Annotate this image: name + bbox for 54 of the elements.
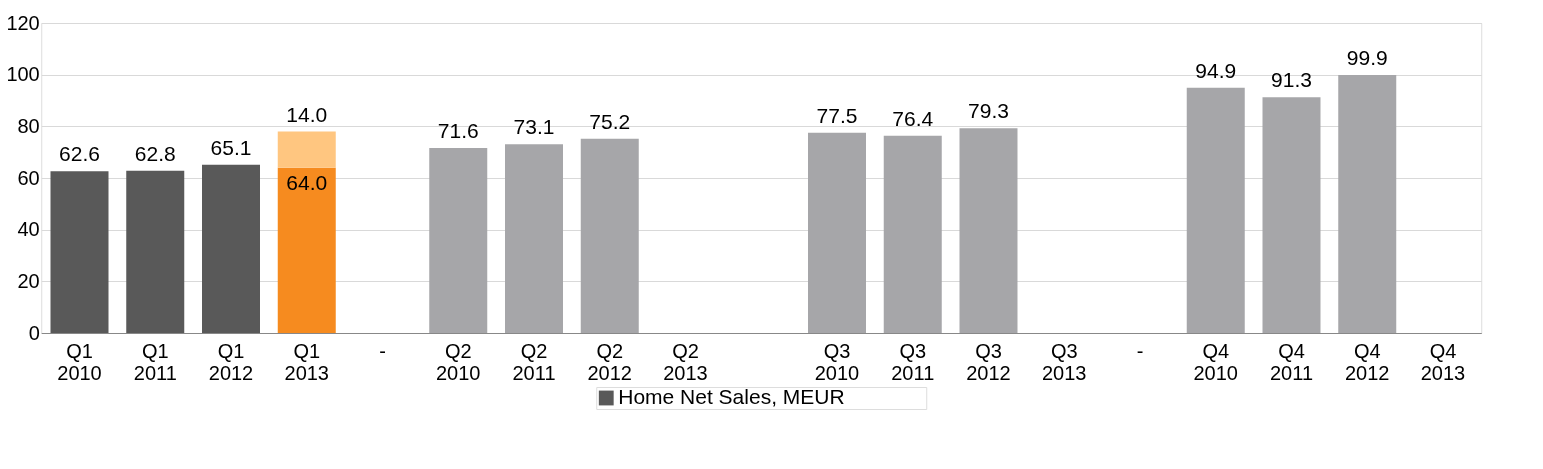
bar <box>277 167 336 333</box>
bar <box>126 170 185 333</box>
bar <box>808 132 866 333</box>
y-tick-label: 100 <box>6 63 40 86</box>
data-label: 62.6 <box>59 142 100 166</box>
bar <box>1338 74 1397 333</box>
bar <box>883 135 942 333</box>
bar <box>429 148 488 333</box>
data-label: 94.9 <box>1195 58 1237 82</box>
x-tick-label: Q2 2010 <box>436 339 481 384</box>
x-tick-label: - <box>379 339 386 362</box>
x-tick-label: Q1 2011 <box>133 339 177 384</box>
x-tick-label: Q4 2012 <box>1345 339 1390 384</box>
bar <box>1186 87 1245 333</box>
x-tick-label: Q1 2010 <box>57 339 102 384</box>
y-tick-label: 80 <box>17 114 40 137</box>
data-label: 14.0 <box>286 102 328 126</box>
x-tick-label: Q3 2011 <box>891 339 935 384</box>
x-tick-label: Q4 2011 <box>1269 339 1314 384</box>
x-tick-label: Q1 2013 <box>284 339 329 384</box>
legend-label: Home Net Sales, MEUR <box>618 385 845 408</box>
x-tick-label: Q2 2013 <box>663 339 708 384</box>
x-tick-label: Q1 2012 <box>208 339 254 384</box>
bar <box>202 164 260 333</box>
data-label: 91.3 <box>1271 68 1312 92</box>
data-label: 71.6 <box>437 119 479 143</box>
data-label: 65.1 <box>210 135 252 159</box>
x-tick-label: Q2 2011 <box>512 339 556 384</box>
bar <box>277 131 336 168</box>
x-tick-label: Q3 2010 <box>814 339 860 384</box>
x-tick-label: Q4 2013 <box>1420 339 1466 384</box>
bar <box>959 128 1018 333</box>
data-label: 79.3 <box>968 99 1009 123</box>
bar <box>505 144 563 333</box>
data-label: 62.8 <box>134 141 176 165</box>
x-tick-label: Q2 2012 <box>587 339 632 384</box>
data-label: 75.2 <box>589 109 631 133</box>
bar <box>50 171 109 333</box>
y-tick-label: 20 <box>17 269 40 292</box>
x-tick-label: Q4 2010 <box>1193 339 1238 384</box>
x-tick-label: - <box>1136 339 1144 362</box>
data-label: 99.9 <box>1346 45 1388 69</box>
bar <box>580 138 639 333</box>
y-tick-label: 120 <box>6 11 40 34</box>
x-tick-label: Q3 2013 <box>1042 339 1087 384</box>
data-label: 64.0 <box>286 170 328 194</box>
y-tick-label: 40 <box>17 218 40 241</box>
data-label: 77.5 <box>816 103 858 127</box>
x-tick-label: Q3 2012 <box>966 339 1011 384</box>
y-tick-label: 0 <box>28 321 40 344</box>
data-label: 73.1 <box>513 115 555 139</box>
bar <box>1262 97 1321 333</box>
data-label: 76.4 <box>892 106 934 130</box>
y-tick-label: 60 <box>17 166 40 189</box>
